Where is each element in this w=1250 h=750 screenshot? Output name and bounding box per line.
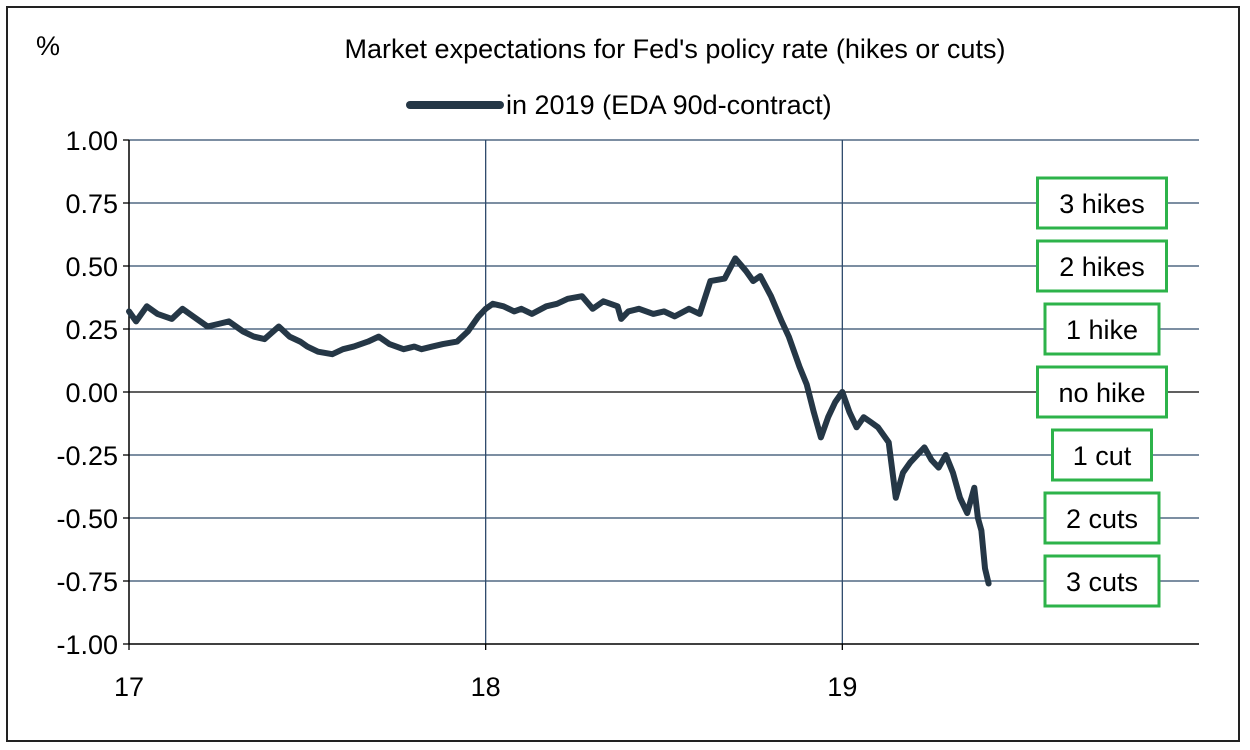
annotation-label: 3 hikes [1059,189,1145,219]
annotation-label: 1 hike [1066,315,1138,345]
annotation-label: no hike [1058,378,1145,408]
annotation-box [1043,491,1161,545]
legend-label: in 2019 (EDA 90d-contract) [506,90,832,120]
x-tick-label: 19 [827,672,857,702]
x-tick-label: 17 [114,672,144,702]
y-tick-label: -0.75 [56,567,118,597]
y-tick-label: 0.75 [65,189,118,219]
x-tick-label: 18 [471,672,501,702]
annotation-box [1036,239,1168,293]
series-line [126,255,992,587]
annotation-box [1043,302,1161,356]
annotation-box [1036,365,1168,419]
y-tick-label: 0.00 [65,378,118,408]
chart-frame [6,6,1240,742]
annotation-label: 3 cuts [1066,567,1138,597]
annotation-box [1043,554,1161,608]
y-tick-label: -1.00 [56,630,118,660]
y-tick-label: 0.50 [65,252,118,282]
y-tick-label: -0.50 [56,504,118,534]
plot-area: 1.00 0.75 0.50 0.25 0.00 -0.25 -0.50 -0.75 -1.00… [56,126,1199,702]
y-axis-unit-label: % [36,31,60,61]
y-tick-label: 1.00 [65,126,118,156]
annotation-label: 2 cuts [1066,504,1138,534]
y-tick-label: -0.25 [56,441,118,471]
annotation-box [1051,428,1153,482]
annotation-label: 2 hikes [1059,252,1145,282]
annotation-label: 1 cut [1073,441,1132,471]
chart-title: Market expectations for Fed's policy rat… [345,34,1006,64]
y-tick-label: 0.25 [65,315,118,345]
annotation-box [1036,176,1168,230]
legend: in 2019 (EDA 90d-contract) [406,90,832,120]
